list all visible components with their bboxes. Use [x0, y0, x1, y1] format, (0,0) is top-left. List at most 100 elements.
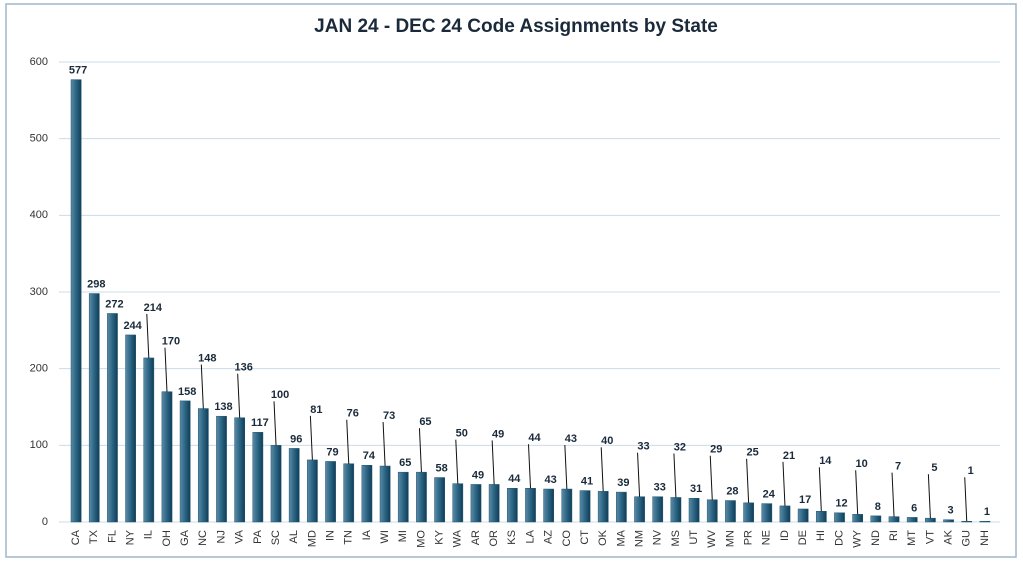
data-label: 214: [144, 302, 163, 314]
x-tick-label: VT: [924, 530, 936, 544]
data-label: 49: [492, 428, 504, 440]
bar: [525, 488, 536, 523]
data-label: 79: [326, 446, 338, 458]
x-tick-label: TN: [343, 530, 355, 545]
x-tick-label: WI: [379, 530, 391, 543]
x-tick-label: FL: [106, 530, 118, 543]
bar: [597, 491, 609, 523]
y-tick-label: 200: [30, 363, 48, 375]
data-label: 44: [528, 432, 541, 444]
x-tick-label: WA: [452, 529, 464, 547]
data-label: 74: [363, 450, 376, 462]
x-tick-label: WY: [852, 529, 864, 547]
bar: [252, 432, 264, 523]
data-label: 7: [895, 461, 901, 473]
bar: [797, 508, 809, 523]
x-tick-label: SC: [270, 530, 282, 545]
bar: [579, 490, 591, 523]
bar: [216, 415, 227, 523]
bar: [888, 516, 900, 523]
leader-line: [818, 467, 822, 512]
leader-line: [891, 472, 895, 517]
data-label: 138: [214, 401, 232, 413]
leader-line: [418, 428, 422, 473]
leader-line: [746, 458, 750, 503]
leader-line: [309, 415, 313, 460]
bar: [161, 391, 173, 523]
bar: [834, 512, 845, 523]
x-tick-label: LA: [524, 529, 536, 543]
bar: [234, 417, 246, 523]
leader-line: [491, 440, 495, 485]
frame: [5, 3, 1017, 558]
bar: [870, 515, 882, 523]
x-tick-label: WV: [706, 529, 718, 547]
x-tick-label: NY: [125, 529, 137, 545]
x-tick-label: NV: [652, 529, 664, 545]
x-tick-label: KY: [434, 529, 446, 544]
x-tick-label: AL: [288, 530, 300, 543]
bar: [70, 79, 82, 523]
x-tick-label: ID: [779, 530, 791, 541]
x-tick-label: TX: [88, 529, 100, 544]
bar: [961, 520, 973, 523]
x-tick-label: HI: [815, 530, 827, 541]
x-tick-label: ND: [870, 530, 882, 546]
bar: [197, 408, 209, 523]
data-label: 24: [763, 489, 776, 501]
x-tick-label: OK: [597, 529, 609, 546]
data-label: 3: [947, 505, 953, 517]
leader-line: [673, 453, 677, 498]
bar: [270, 445, 282, 523]
x-tick-label: UT: [688, 530, 700, 545]
x-tick-label: MN: [724, 530, 736, 547]
bar: [743, 502, 754, 523]
data-label: 28: [726, 485, 738, 497]
y-tick-label: 300: [30, 286, 48, 298]
data-label: 58: [435, 462, 447, 474]
data-label: 32: [674, 441, 686, 453]
bar: [88, 293, 100, 523]
y-tick-label: 500: [30, 133, 48, 145]
data-label: 136: [234, 362, 252, 374]
data-label: 158: [178, 386, 196, 398]
data-label: 33: [637, 441, 649, 453]
leader-line: [164, 347, 168, 392]
bar: [452, 483, 464, 523]
bar: [561, 488, 573, 523]
bar: [179, 400, 191, 523]
x-tick-label: IA: [361, 529, 373, 540]
y-tick-label: 400: [30, 209, 48, 221]
data-label: 1: [968, 465, 974, 477]
chart-title: JAN 24 - DEC 24 Code Assignments by Stat…: [314, 16, 718, 37]
data-label: 76: [347, 408, 359, 420]
leader-line: [146, 313, 150, 358]
leader-line: [709, 455, 713, 500]
leader-line: [237, 373, 241, 418]
x-tick-label: CT: [579, 530, 591, 545]
y-tick-label: 600: [30, 56, 48, 68]
data-label: 298: [87, 278, 105, 290]
x-tick-label: GA: [179, 529, 191, 546]
bar: [488, 484, 500, 523]
x-tick-label: NH: [979, 530, 991, 546]
bar: [616, 491, 627, 523]
leader-line: [600, 447, 604, 492]
data-label: 17: [799, 494, 811, 506]
bar: [925, 517, 936, 523]
bar: [307, 459, 318, 523]
x-tick-label: AK: [942, 529, 954, 544]
data-label: 21: [783, 450, 795, 462]
x-tick-label: CO: [561, 530, 573, 547]
leader-line: [200, 364, 204, 409]
data-label: 49: [472, 469, 484, 481]
x-tick-label: AZ: [543, 530, 555, 544]
data-label: 10: [856, 458, 868, 470]
x-tick-label: RI: [888, 530, 900, 541]
data-label: 5: [931, 462, 937, 474]
data-label: 33: [654, 482, 666, 494]
leader-line: [382, 422, 386, 467]
leader-line: [782, 461, 786, 506]
bar: [725, 500, 736, 523]
